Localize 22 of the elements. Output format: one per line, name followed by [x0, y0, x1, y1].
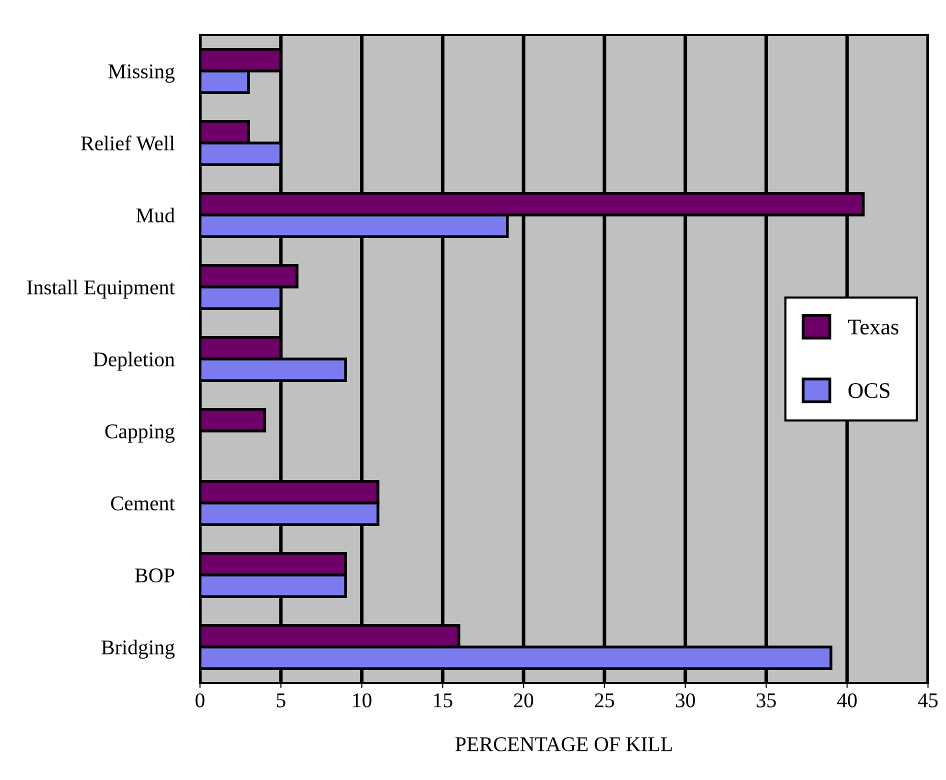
x-tick-label: 35 — [756, 693, 776, 708]
y-tick-label: Capping — [105, 424, 175, 443]
y-tick-label: Bridging — [102, 640, 175, 659]
x-tick-label: 15 — [434, 693, 452, 708]
y-tick-label: Mud — [136, 208, 175, 222]
y-tick-label: Relief Well — [81, 136, 175, 151]
x-tick-label: 30 — [676, 693, 695, 708]
y-tick-label: BOP — [135, 568, 174, 582]
y-tick-label: Install Equipment — [27, 280, 175, 299]
x-tick-label: 0 — [196, 693, 204, 708]
x-tick-label: 20 — [514, 693, 534, 708]
y-tick-label: Cement — [111, 496, 175, 510]
y-tick-label: Depletion — [93, 352, 175, 371]
x-tick-label: 25 — [594, 693, 614, 708]
x-tick-label: 5 — [276, 694, 286, 708]
legend-label: Texas — [848, 320, 898, 334]
x-tick-label: 45 — [918, 693, 938, 708]
x-axis-title: PERCENTAGE OF KILL — [455, 737, 672, 752]
legend-label: OCS — [848, 383, 890, 398]
y-tick-label: Missing — [108, 64, 175, 83]
x-tick-label: 40 — [837, 693, 857, 708]
x-tick-label: 10 — [353, 693, 372, 708]
